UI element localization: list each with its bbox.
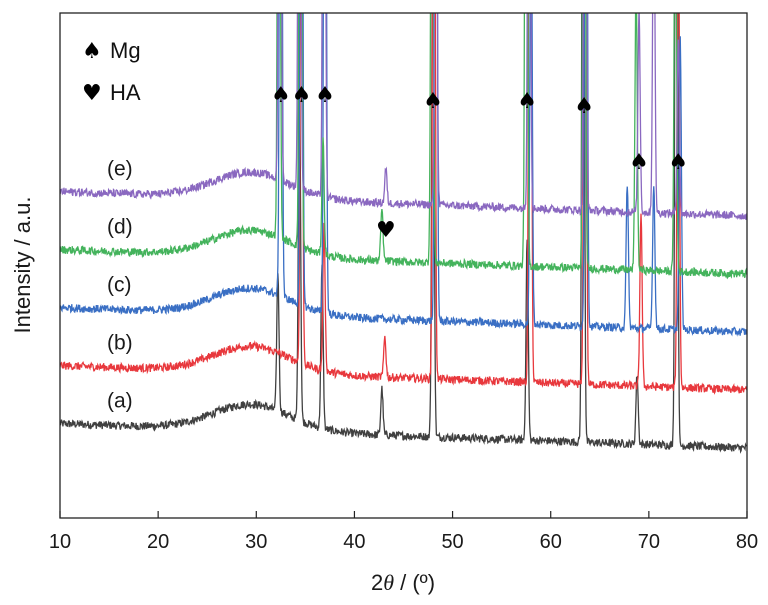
mg-peak-marker: ♠ xyxy=(517,89,537,114)
curve-label: (c) xyxy=(107,273,132,296)
x-tick-label: 80 xyxy=(736,531,758,553)
mg-peak-marker: ♠ xyxy=(315,83,335,108)
x-tick-label: 70 xyxy=(638,531,660,553)
x-tick-label: 60 xyxy=(540,531,562,553)
series-line xyxy=(60,13,747,280)
legend-ha-label: HA xyxy=(110,80,141,105)
x-tick-label: 30 xyxy=(245,531,267,553)
mg-peak-marker: ♠ xyxy=(292,83,312,108)
mg-peak-marker: ♠ xyxy=(271,83,291,108)
x-axis-title-prefix: 2 xyxy=(371,570,383,595)
x-axis-title-suffix: / (º) xyxy=(394,570,435,595)
legend-ha-symbol: ♥ xyxy=(82,81,102,106)
mg-peak-marker: ♠ xyxy=(423,89,443,114)
series-line xyxy=(60,13,747,337)
mg-peak-marker: ♠ xyxy=(668,150,688,175)
mg-peak-marker: ♠ xyxy=(574,94,594,119)
ha-peak-marker: ♥ xyxy=(376,218,396,243)
plot-frame xyxy=(59,12,748,519)
curve-label: (d) xyxy=(107,215,133,238)
x-axis-title: 2θ / (º) xyxy=(371,570,435,595)
curve-label: (a) xyxy=(107,389,133,412)
legend: ♠ Mg ♥ HA xyxy=(82,38,141,106)
series-line xyxy=(60,13,747,221)
series-line xyxy=(60,13,747,395)
x-axis-ticks: 10 20 30 40 50 60 70 80 xyxy=(49,511,758,553)
legend-mg-symbol: ♠ xyxy=(82,39,102,64)
y-axis-title: Intensity / a.u. xyxy=(10,197,35,334)
x-axis-title-symbol: θ xyxy=(383,570,394,595)
series-line xyxy=(60,13,747,454)
curves-layer xyxy=(60,13,747,454)
mg-peak-marker: ♠ xyxy=(629,150,649,175)
x-tick-label: 40 xyxy=(343,531,365,553)
peak-markers: ♠ ♠ ♠ ♠ ♠ ♠♠ ♠♥ xyxy=(271,83,688,243)
x-tick-label: 10 xyxy=(49,531,71,553)
x-tick-label: 20 xyxy=(147,531,169,553)
x-tick-label: 50 xyxy=(441,531,463,553)
curve-label: (b) xyxy=(107,331,133,354)
legend-mg-label: Mg xyxy=(110,38,141,63)
curve-label: (e) xyxy=(107,157,133,180)
curve-labels: (a) (b) (c) (d) (e) xyxy=(107,157,133,412)
